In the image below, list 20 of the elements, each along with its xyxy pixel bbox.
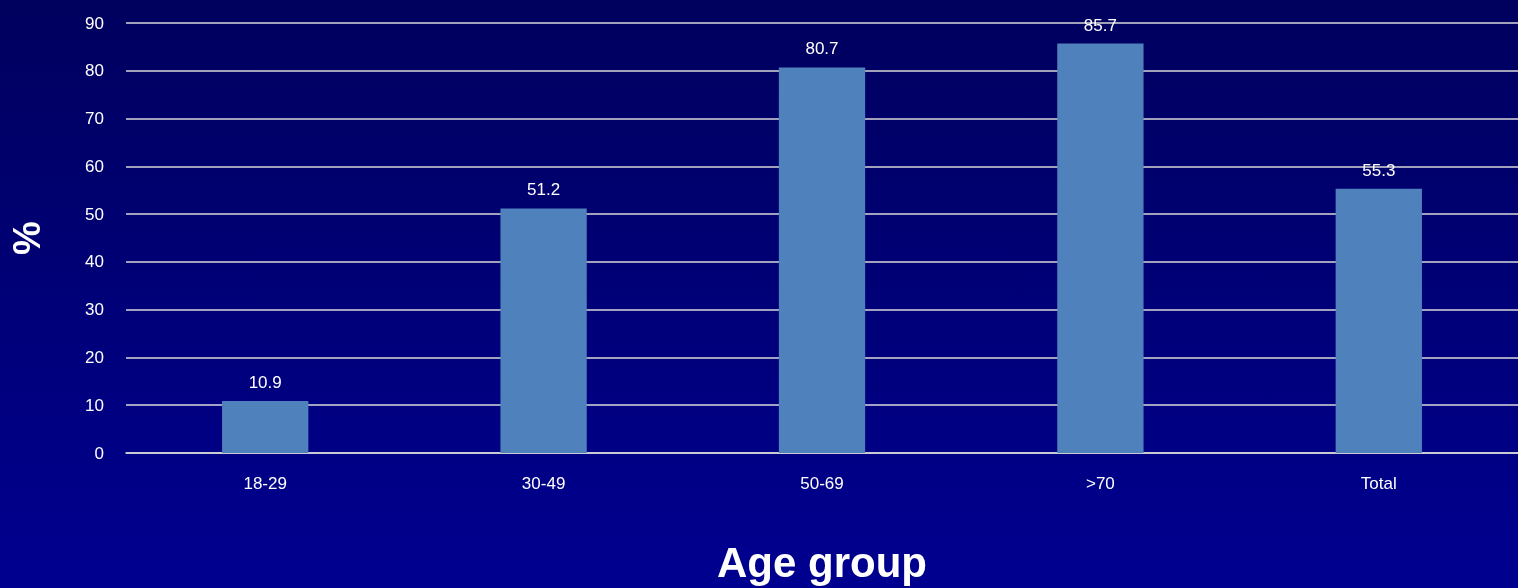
- y-axis-title: %: [6, 221, 48, 255]
- y-tick-label: 80: [85, 61, 104, 81]
- x-axis-title: Age group: [717, 538, 927, 586]
- x-tick-label: >70: [1085, 474, 1115, 493]
- y-tick-label: 70: [85, 109, 104, 129]
- x-tick-label: 50-69: [800, 474, 844, 493]
- x-tick-label: 30-49: [521, 474, 566, 493]
- data-label: 80.7: [805, 39, 839, 59]
- y-tick-label: 30: [85, 300, 104, 320]
- y-tick-label: 20: [85, 347, 104, 367]
- y-tick-label: 60: [85, 156, 104, 176]
- data-label: 51.2: [527, 180, 561, 200]
- data-label: 10.9: [248, 372, 282, 392]
- x-tick-label: Total: [1360, 474, 1397, 493]
- y-tick-label: 40: [85, 252, 104, 272]
- y-tick-label: 10: [85, 395, 104, 415]
- y-tick-label: 0: [94, 443, 104, 463]
- y-tick-label: 90: [85, 13, 104, 33]
- x-tick-label: 18-29: [243, 474, 287, 493]
- y-tick-label: 50: [85, 204, 104, 224]
